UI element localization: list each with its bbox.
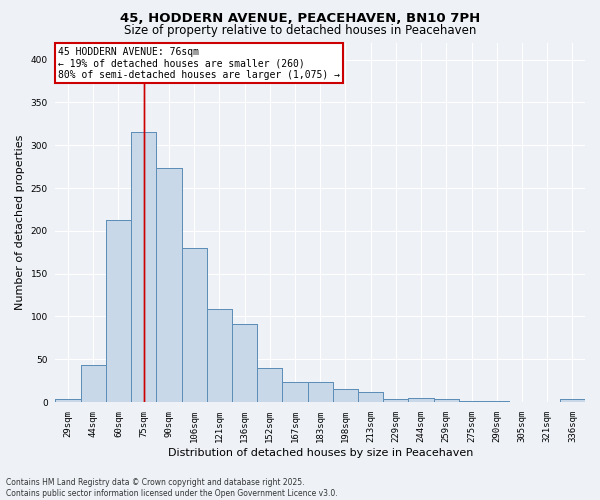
Bar <box>459 401 484 402</box>
Bar <box>333 389 358 402</box>
Bar <box>383 400 409 402</box>
Bar <box>55 398 80 402</box>
Bar <box>409 398 434 402</box>
Bar <box>283 382 308 402</box>
Bar <box>484 401 509 402</box>
Bar <box>106 220 131 402</box>
Bar <box>308 382 333 402</box>
Bar <box>106 220 131 402</box>
Bar <box>358 392 383 402</box>
Bar <box>131 132 157 402</box>
Bar <box>560 400 585 402</box>
Bar <box>207 308 232 402</box>
Bar <box>55 398 80 402</box>
Bar <box>409 398 434 402</box>
Bar <box>80 365 106 402</box>
Y-axis label: Number of detached properties: Number of detached properties <box>15 134 25 310</box>
Text: 45, HODDERN AVENUE, PEACEHAVEN, BN10 7PH: 45, HODDERN AVENUE, PEACEHAVEN, BN10 7PH <box>120 12 480 26</box>
Bar <box>232 324 257 402</box>
X-axis label: Distribution of detached houses by size in Peacehaven: Distribution of detached houses by size … <box>167 448 473 458</box>
Bar <box>182 248 207 402</box>
Text: Contains HM Land Registry data © Crown copyright and database right 2025.
Contai: Contains HM Land Registry data © Crown c… <box>6 478 338 498</box>
Bar <box>484 401 509 402</box>
Bar <box>157 168 182 402</box>
Bar <box>434 398 459 402</box>
Bar <box>333 389 358 402</box>
Bar <box>560 400 585 402</box>
Bar <box>80 365 106 402</box>
Bar <box>157 168 182 402</box>
Bar <box>207 308 232 402</box>
Bar <box>434 398 459 402</box>
Bar <box>182 248 207 402</box>
Bar <box>131 132 157 402</box>
Bar <box>308 382 333 402</box>
Bar <box>232 324 257 402</box>
Bar <box>257 368 283 402</box>
Bar <box>358 392 383 402</box>
Bar <box>383 400 409 402</box>
Text: 45 HODDERN AVENUE: 76sqm
← 19% of detached houses are smaller (260)
80% of semi-: 45 HODDERN AVENUE: 76sqm ← 19% of detach… <box>58 47 340 80</box>
Text: Size of property relative to detached houses in Peacehaven: Size of property relative to detached ho… <box>124 24 476 37</box>
Bar <box>283 382 308 402</box>
Bar <box>257 368 283 402</box>
Bar <box>459 401 484 402</box>
